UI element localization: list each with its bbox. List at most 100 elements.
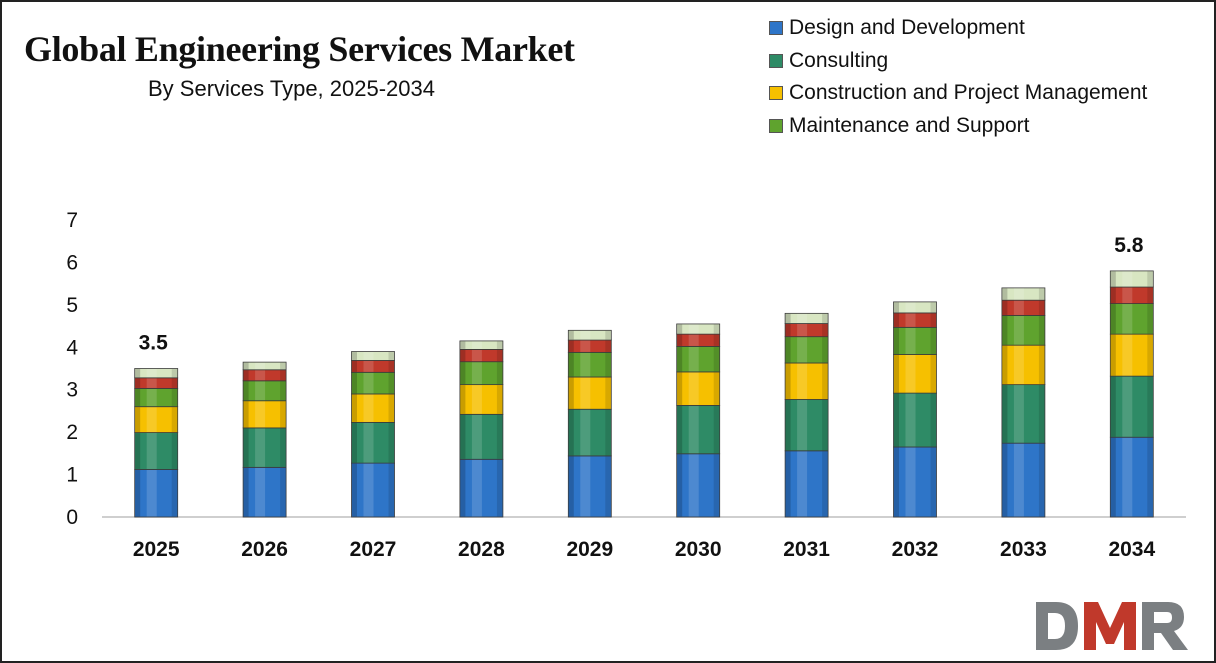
bar-shade bbox=[460, 341, 466, 349]
bar-shade bbox=[496, 341, 503, 349]
bar-shade bbox=[1002, 385, 1008, 443]
bar-shade bbox=[496, 362, 503, 385]
y-tick-label: 7 bbox=[66, 209, 78, 232]
bar-shade bbox=[388, 394, 394, 422]
bar-highlight bbox=[580, 456, 591, 517]
bar-shade bbox=[785, 399, 791, 451]
bar-segment bbox=[567, 329, 612, 341]
bar-shade bbox=[460, 385, 466, 414]
x-tick-label: 2028 bbox=[458, 538, 505, 561]
bar-shade bbox=[1110, 287, 1116, 304]
bar-shade bbox=[135, 433, 141, 469]
bar-segment bbox=[1001, 315, 1046, 346]
bar-shade bbox=[822, 324, 828, 337]
legend-label: Design and Development bbox=[789, 16, 1025, 40]
bar-highlight bbox=[146, 433, 157, 469]
bar-highlight bbox=[905, 447, 916, 517]
bar-highlight bbox=[797, 399, 808, 451]
bar-shade bbox=[1147, 334, 1153, 376]
bar-shade bbox=[171, 388, 178, 407]
bar-shade bbox=[930, 302, 936, 313]
bar-shade bbox=[568, 377, 574, 409]
bar-segment bbox=[676, 323, 721, 335]
bar-shade bbox=[894, 327, 899, 354]
bar-shade bbox=[1002, 443, 1008, 517]
bar-shade bbox=[1110, 304, 1116, 334]
bar-shade bbox=[135, 369, 141, 378]
bar-highlight bbox=[580, 330, 591, 340]
bar-highlight bbox=[1013, 443, 1024, 517]
dmr-logo bbox=[1036, 602, 1188, 650]
bar-shade bbox=[713, 454, 720, 517]
bar-segment bbox=[459, 340, 504, 350]
bar-segment bbox=[567, 376, 612, 410]
bar-segment bbox=[567, 351, 612, 378]
bar-shade bbox=[568, 340, 574, 352]
bar-shade bbox=[677, 405, 683, 454]
bar-shade bbox=[1147, 304, 1153, 334]
bar-highlight bbox=[905, 313, 916, 327]
bar-highlight bbox=[1013, 315, 1024, 345]
legend-swatch bbox=[769, 118, 783, 133]
bar-highlight bbox=[1122, 287, 1133, 304]
bar-highlight bbox=[905, 302, 916, 313]
bar-shade bbox=[243, 381, 249, 401]
bar-highlight bbox=[255, 381, 266, 401]
bar-shade bbox=[388, 463, 394, 517]
bar-highlight bbox=[688, 346, 699, 372]
bar-shade bbox=[460, 362, 466, 385]
bar-segment bbox=[676, 453, 721, 518]
bar-highlight bbox=[363, 360, 374, 372]
legend-swatch bbox=[769, 86, 783, 101]
bar-shade bbox=[280, 467, 286, 517]
bar-shade bbox=[677, 324, 683, 334]
bar-segment bbox=[459, 384, 504, 415]
bar-highlight bbox=[688, 324, 699, 334]
bar-shade bbox=[822, 363, 828, 399]
bar-segment bbox=[1109, 375, 1154, 438]
bar-shade bbox=[822, 337, 828, 363]
x-tick-label: 2034 bbox=[1108, 538, 1155, 561]
bar-highlight bbox=[797, 451, 808, 517]
bar-shade bbox=[894, 354, 899, 393]
bar-shade bbox=[388, 360, 394, 372]
bar-shade bbox=[388, 372, 394, 394]
bar-shade bbox=[822, 451, 828, 517]
bar-highlight bbox=[363, 422, 374, 463]
bar-shade bbox=[713, 405, 720, 454]
bar-shade bbox=[1002, 288, 1008, 300]
bar-highlight bbox=[1013, 385, 1024, 443]
bar-segment bbox=[893, 354, 937, 394]
bar-segment bbox=[676, 405, 721, 455]
bar-shade bbox=[135, 378, 141, 388]
bar-shade bbox=[1002, 300, 1008, 315]
bar-shade bbox=[605, 352, 611, 377]
bar-shade bbox=[171, 469, 178, 517]
bar-shade bbox=[352, 422, 357, 463]
bar-shade bbox=[1110, 271, 1116, 287]
bar-highlight bbox=[146, 369, 157, 378]
bar-shade bbox=[605, 409, 611, 456]
bar-segment bbox=[784, 450, 829, 518]
y-tick-label: 2 bbox=[66, 421, 78, 444]
bar-highlight bbox=[580, 340, 591, 352]
bar-highlight bbox=[471, 385, 482, 414]
bar-shade bbox=[605, 340, 611, 352]
bar-segment bbox=[134, 406, 179, 433]
bar-highlight bbox=[146, 378, 157, 388]
bar-highlight bbox=[471, 459, 482, 517]
bar-highlight bbox=[905, 327, 916, 354]
legend-item: Maintenance and Support bbox=[769, 110, 1147, 143]
bar-shade bbox=[1002, 345, 1008, 385]
bar-highlight bbox=[363, 463, 374, 517]
bar-segment bbox=[242, 466, 287, 518]
bar-segment bbox=[676, 346, 721, 373]
bar-shade bbox=[388, 422, 394, 463]
bar-shade bbox=[785, 337, 791, 363]
bar-highlight bbox=[255, 428, 266, 467]
bar-shade bbox=[930, 447, 936, 517]
bar-segment bbox=[134, 469, 179, 518]
bar-shade bbox=[785, 363, 791, 399]
bar-shade bbox=[280, 381, 286, 401]
bar-shade bbox=[460, 349, 466, 362]
